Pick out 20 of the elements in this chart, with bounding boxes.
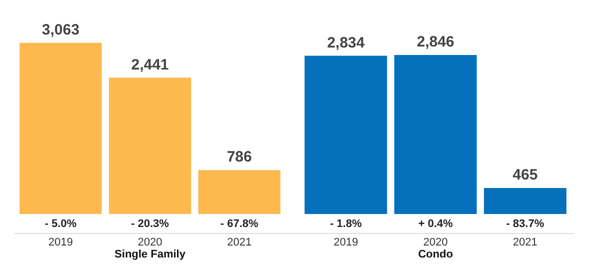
- x-tick-label: 2020: [423, 236, 448, 249]
- data-label: 465: [512, 166, 538, 184]
- x-tick-label: 2021: [227, 236, 252, 249]
- x-axis-title: Condo: [418, 248, 454, 260]
- x-tick-label: 2019: [334, 236, 358, 249]
- data-label: 3,063: [42, 22, 80, 39]
- text: - 1.8%: [330, 218, 362, 230]
- x-axis-title: Single Family: [114, 248, 186, 260]
- x-tick-label: 2019: [48, 236, 73, 249]
- data-label: 786: [226, 148, 252, 166]
- x-tick-label: 2020: [138, 236, 162, 249]
- text: - 67.8%: [220, 218, 258, 230]
- text: - 20.3%: [131, 218, 170, 230]
- data-label: 2,846: [416, 34, 454, 51]
- data-label: 2,834: [327, 34, 366, 52]
- x-tick-label: 2021: [512, 236, 538, 249]
- text: + 0.4%: [418, 218, 453, 230]
- data-label: 2,441: [131, 56, 169, 74]
- text: - 83.7%: [506, 218, 544, 230]
- text: - 5.0%: [44, 218, 77, 230]
